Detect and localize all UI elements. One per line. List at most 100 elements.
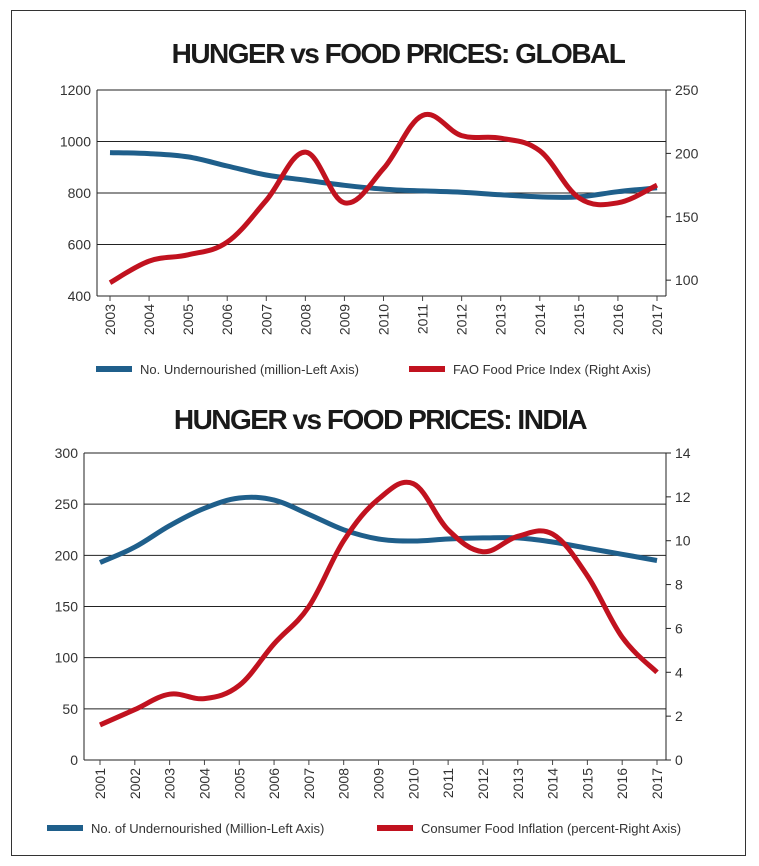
chart-india: HUNGER vs FOOD PRICES: INDIA 0 50 100 150 200… xyxy=(47,404,691,836)
data-point xyxy=(376,536,381,541)
data-point xyxy=(459,190,464,195)
data-point xyxy=(306,604,311,609)
data-point xyxy=(108,280,113,285)
data-point xyxy=(132,707,137,712)
left-axis-tick-label: 1000 xyxy=(60,134,91,150)
data-point xyxy=(655,183,660,188)
x-axis-tick-label: 2015 xyxy=(571,304,587,335)
x-axis-tick-label: 2011 xyxy=(440,768,456,798)
data-point xyxy=(303,150,308,155)
data-point xyxy=(225,240,230,245)
x-axis-tick-label: 2002 xyxy=(127,768,143,799)
data-point xyxy=(537,194,542,199)
x-axis-tick-label: 2008 xyxy=(297,304,313,335)
legend-label: No. Undernourished (million-Left Axis) xyxy=(140,362,359,377)
left-axis-tick-label: 600 xyxy=(68,237,92,253)
data-point xyxy=(411,539,416,544)
data-point xyxy=(272,498,277,503)
data-point xyxy=(202,506,207,511)
x-axis-tick-label: 2012 xyxy=(475,768,491,799)
data-point xyxy=(381,166,386,171)
data-point xyxy=(167,692,172,697)
data-point xyxy=(585,546,590,551)
right-axis-tick-label: 6 xyxy=(675,620,683,636)
data-point xyxy=(459,133,464,138)
x-axis-tick-label: 2014 xyxy=(545,768,561,799)
left-axis-tick-label: 250 xyxy=(55,496,79,512)
data-point xyxy=(264,172,269,177)
x-axis-tick-label: 2006 xyxy=(266,768,282,799)
data-point xyxy=(303,178,308,183)
left-axis-tick-label: 50 xyxy=(62,701,78,717)
x-axis-tick-label: 2013 xyxy=(510,768,526,799)
x-axis-tick-label: 2007 xyxy=(258,304,274,335)
x-axis-tick-label: 2009 xyxy=(371,768,387,799)
data-point xyxy=(237,496,242,501)
right-axis-tick-label: 0 xyxy=(675,752,683,768)
data-point xyxy=(537,148,542,153)
x-axis-tick-label: 2007 xyxy=(301,768,317,799)
data-point xyxy=(202,696,207,701)
series-line-red xyxy=(99,479,659,728)
x-axis-tick-label: 2016 xyxy=(610,304,626,335)
chart-title: HUNGER vs FOOD PRICES: GLOBAL xyxy=(172,38,626,69)
data-point xyxy=(498,136,503,141)
data-point xyxy=(342,200,347,205)
data-point xyxy=(381,187,386,192)
left-axis-tick-label: 150 xyxy=(55,599,79,615)
left-axis-tick-label: 800 xyxy=(68,185,92,201)
left-axis-tick-label: 100 xyxy=(55,650,79,666)
x-axis-tick-label: 2006 xyxy=(219,304,235,335)
x-axis-tick-label: 2010 xyxy=(376,304,392,335)
data-point xyxy=(515,534,520,539)
data-point xyxy=(615,189,620,194)
right-axis-tick-label: 14 xyxy=(675,445,691,461)
data-point xyxy=(341,527,346,532)
data-point xyxy=(186,252,191,257)
data-point xyxy=(272,641,277,646)
x-axis-tick-label: 2005 xyxy=(231,768,247,799)
data-point xyxy=(420,113,425,118)
data-point xyxy=(98,560,103,565)
right-axis-tick-label: 8 xyxy=(675,577,683,593)
data-point xyxy=(620,635,625,640)
chart-global: HUNGER vs FOOD PRICES: GLOBAL 400 600 800 10… xyxy=(60,38,699,377)
x-axis-tick-label: 2003 xyxy=(102,304,118,335)
x-axis-tick-label: 2010 xyxy=(405,768,421,799)
data-point xyxy=(550,532,555,537)
data-point xyxy=(108,150,113,155)
data-point xyxy=(237,683,242,688)
right-axis-tick-label: 12 xyxy=(675,489,691,505)
data-point xyxy=(498,192,503,197)
legend-label: FAO Food Price Index (Right Axis) xyxy=(453,362,651,377)
data-point xyxy=(446,527,451,532)
left-axis-tick-label: 200 xyxy=(55,547,79,563)
data-point xyxy=(411,481,416,486)
chart-title: HUNGER vs FOOD PRICES: INDIA xyxy=(174,404,588,435)
data-point xyxy=(147,259,152,264)
right-axis-tick-label: 150 xyxy=(675,209,699,225)
x-axis-tick-label: 2015 xyxy=(579,768,595,799)
data-point xyxy=(480,549,485,554)
right-axis-tick-label: 2 xyxy=(675,708,683,724)
x-axis-tick-label: 2003 xyxy=(162,768,178,799)
left-axis-tick-label: 1200 xyxy=(60,82,91,98)
data-point xyxy=(655,670,660,675)
series-line-red xyxy=(108,111,659,285)
series-line-blue xyxy=(109,150,658,200)
x-axis-tick-label: 2014 xyxy=(532,304,548,335)
data-point xyxy=(341,538,346,543)
x-axis-tick-label: 2004 xyxy=(141,304,157,335)
left-axis-tick-label: 0 xyxy=(70,752,78,768)
left-axis-tick-label: 300 xyxy=(55,445,79,461)
x-axis-tick-label: 2004 xyxy=(196,768,212,799)
legend-label: No. of Undernourished (Million-Left Axis… xyxy=(91,821,324,836)
right-axis-tick-label: 200 xyxy=(675,145,699,161)
data-point xyxy=(342,183,347,188)
x-axis-tick-label: 2008 xyxy=(336,768,352,799)
data-point xyxy=(132,545,137,550)
right-axis-tick-label: 100 xyxy=(675,272,699,288)
x-axis-tick-label: 2011 xyxy=(415,304,431,334)
data-point xyxy=(186,154,191,159)
